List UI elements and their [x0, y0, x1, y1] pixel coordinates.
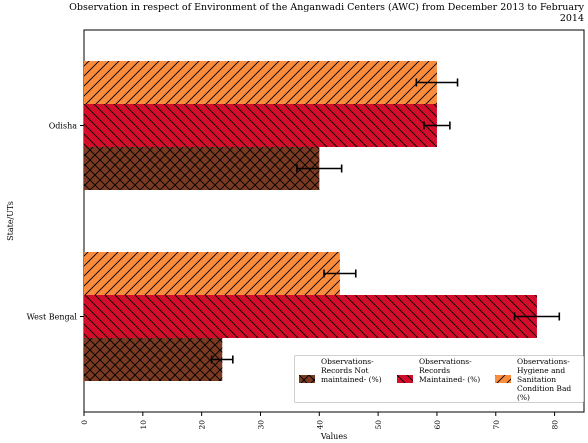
bar-hatch: [84, 61, 437, 104]
bar-hatch: [84, 338, 223, 381]
bar-hatch: [84, 104, 437, 147]
chart-title: Observation in respect of Environment of…: [69, 2, 584, 24]
bar-hatch: [84, 252, 340, 295]
legend-swatch-hygiene-bad: [495, 375, 511, 383]
legend-swatch-records-maintained: [397, 375, 413, 383]
x-tick-label: 50: [374, 420, 383, 430]
x-tick-label: 80: [551, 420, 560, 430]
legend-label: Observations-Records Maintained- (%): [419, 357, 481, 384]
bar-hatch: [84, 295, 537, 338]
x-tick-label: 40: [315, 420, 324, 430]
legend-label: Observations-Hygiene and Sanitation Cond…: [517, 357, 572, 402]
legend: Observations-Records Not maintained- (%)…: [294, 355, 584, 403]
legend-swatch-records-not-maintained: [299, 375, 315, 383]
x-axis-label: Values: [320, 432, 347, 441]
plot-area: Odisha West Bengal 0 10 20 30 40 50 60 70 80 Values…: [6, 29, 585, 441]
x-tick-label: 60: [433, 420, 442, 430]
y-axis-label: State/UTs: [6, 201, 15, 241]
x-tick-label: 20: [198, 420, 207, 430]
legend-label: Observations-Records Not maintained- (%): [321, 357, 382, 384]
bar-hatch: [84, 147, 320, 190]
x-tick-label: 70: [492, 420, 501, 430]
axes-frame: [83, 29, 585, 413]
x-tick-label: 0: [80, 420, 89, 425]
x-tick-label: 10: [139, 420, 148, 430]
y-tick-label: West Bengal: [27, 313, 78, 322]
y-tick-label: Odisha: [49, 122, 77, 131]
x-tick-label: 30: [256, 420, 265, 430]
